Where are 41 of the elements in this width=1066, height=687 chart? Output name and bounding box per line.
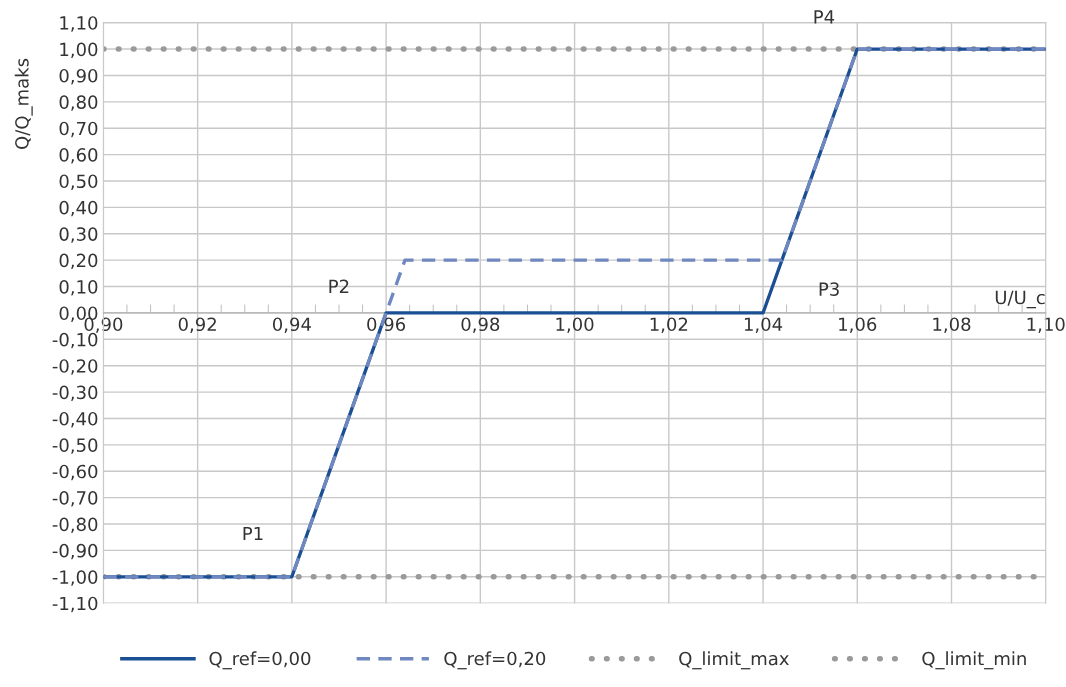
x-axis-title: U/U_c xyxy=(995,290,1045,309)
legend-label: Q_ref=0,00 xyxy=(209,651,311,670)
y-tick-label: 0,50 xyxy=(59,174,98,190)
y-tick-label: 0,20 xyxy=(59,253,98,270)
y-tick-label: -0,60 xyxy=(52,464,98,481)
y-tick-label: 0,60 xyxy=(59,148,98,164)
y-tick-label: -0,90 xyxy=(52,543,98,560)
y-tick-label: 0,80 xyxy=(59,95,98,111)
y-tick-label: -0,30 xyxy=(52,385,98,402)
y-tick-label: 0,40 xyxy=(59,200,98,217)
x-tick-label: 0,92 xyxy=(178,317,216,333)
annotation: P1 xyxy=(243,526,263,541)
y-tick-label: -1,10 xyxy=(52,596,98,613)
y-tick-label: 0,10 xyxy=(59,280,98,296)
legend-label: Q_limit_max xyxy=(679,651,789,670)
y-tick-label: -0,40 xyxy=(52,411,98,428)
x-tick-label: 1,10 xyxy=(1027,317,1065,333)
y-tick-label: -0,20 xyxy=(52,359,98,375)
y-tick-label: 1,10 xyxy=(60,16,98,32)
x-tick-label: 1,08 xyxy=(933,317,971,333)
x-tick-label: 0,98 xyxy=(461,317,500,333)
y-tick-label: -0,10 xyxy=(52,332,98,349)
annotation: P4 xyxy=(814,10,835,24)
y-tick-label: 0,70 xyxy=(59,121,98,138)
annotation: P2 xyxy=(329,279,349,293)
legend-label: Q_ref=0,20 xyxy=(444,651,546,670)
annotation: P3 xyxy=(819,282,839,296)
y-tick-label: -0,50 xyxy=(52,438,98,454)
x-tick-label: 0,94 xyxy=(272,317,311,333)
y-tick-label: -1,00 xyxy=(52,570,98,586)
y-tick-label: 0,30 xyxy=(59,227,98,243)
y-tick-label: -0,80 xyxy=(52,517,98,533)
y-tick-label: -0,70 xyxy=(52,491,98,507)
x-tick-label: 1,00 xyxy=(556,317,594,333)
x-tick-label: 1,04 xyxy=(744,317,783,333)
y-tick-label: 0,90 xyxy=(59,68,98,85)
x-tick-label: 1,02 xyxy=(650,317,688,333)
legend-label: Q_limit_min xyxy=(922,651,1026,670)
x-tick-label: 1,06 xyxy=(839,317,877,333)
y-axis-title: Q/Q_maks xyxy=(14,58,33,149)
y-tick-label: 1,00 xyxy=(60,42,98,59)
